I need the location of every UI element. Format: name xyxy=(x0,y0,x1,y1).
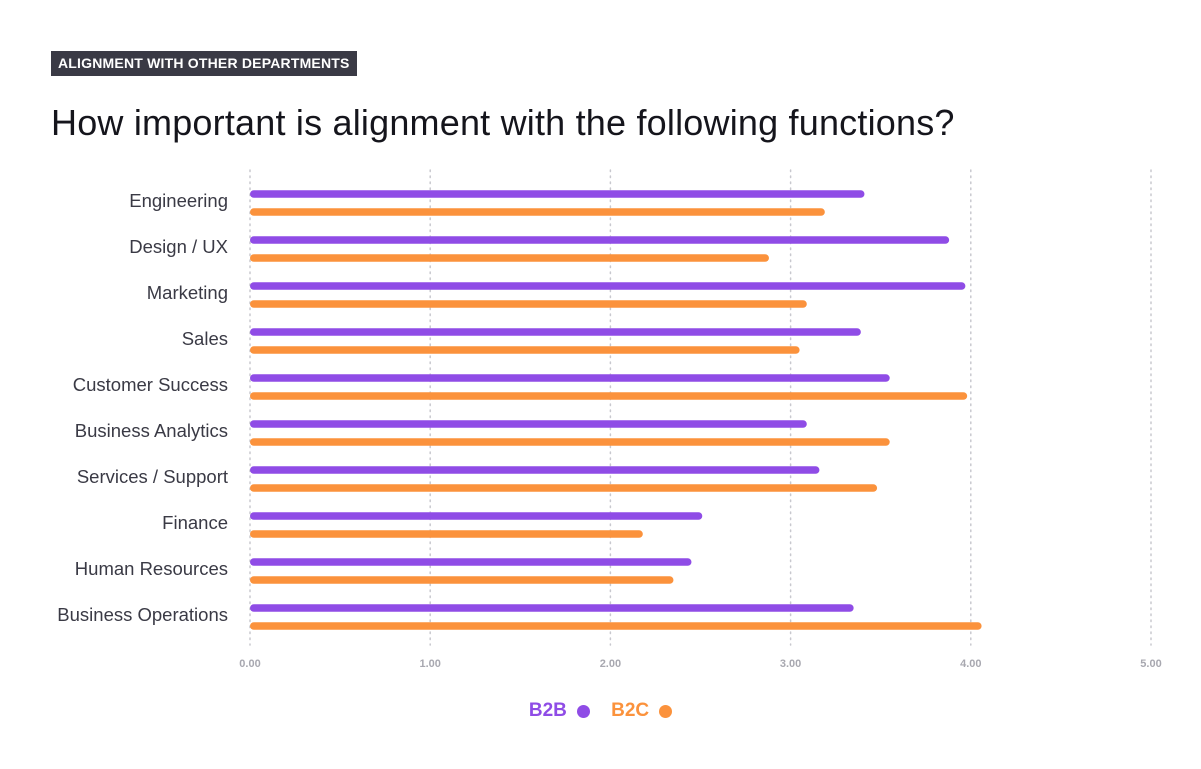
x-tick-label: 4.00 xyxy=(960,658,981,670)
x-tick-label: 3.00 xyxy=(780,658,801,670)
category-label: Finance xyxy=(162,512,228,533)
legend-label-b2b: B2B xyxy=(529,700,567,722)
category-label: Customer Success xyxy=(73,374,228,395)
legend-item-b2c: B2C xyxy=(611,700,672,722)
category-label: Services / Support xyxy=(77,466,228,487)
x-tick-label: 1.00 xyxy=(419,658,440,670)
x-tick-label: 2.00 xyxy=(600,658,621,670)
legend-item-b2b: B2B xyxy=(529,700,590,722)
x-tick-label: 5.00 xyxy=(1140,658,1161,670)
category-label: Business Operations xyxy=(57,604,228,625)
legend-label-b2c: B2C xyxy=(611,700,649,722)
category-label: Marketing xyxy=(147,282,228,303)
category-label: Human Resources xyxy=(75,558,228,579)
category-label: Sales xyxy=(182,328,228,349)
bar-chart: 0.00 1.00 2.00 3.00 4.00 5.00 Engineering Desig… xyxy=(0,0,1201,690)
legend-dot-b2b xyxy=(577,705,590,718)
x-tick-label: 0.00 xyxy=(239,658,260,670)
category-label: Design / UX xyxy=(129,236,228,257)
category-label: Engineering xyxy=(129,190,228,211)
legend: B2B B2C xyxy=(0,700,1201,724)
category-label: Business Analytics xyxy=(75,420,228,441)
legend-dot-b2c xyxy=(659,705,672,718)
